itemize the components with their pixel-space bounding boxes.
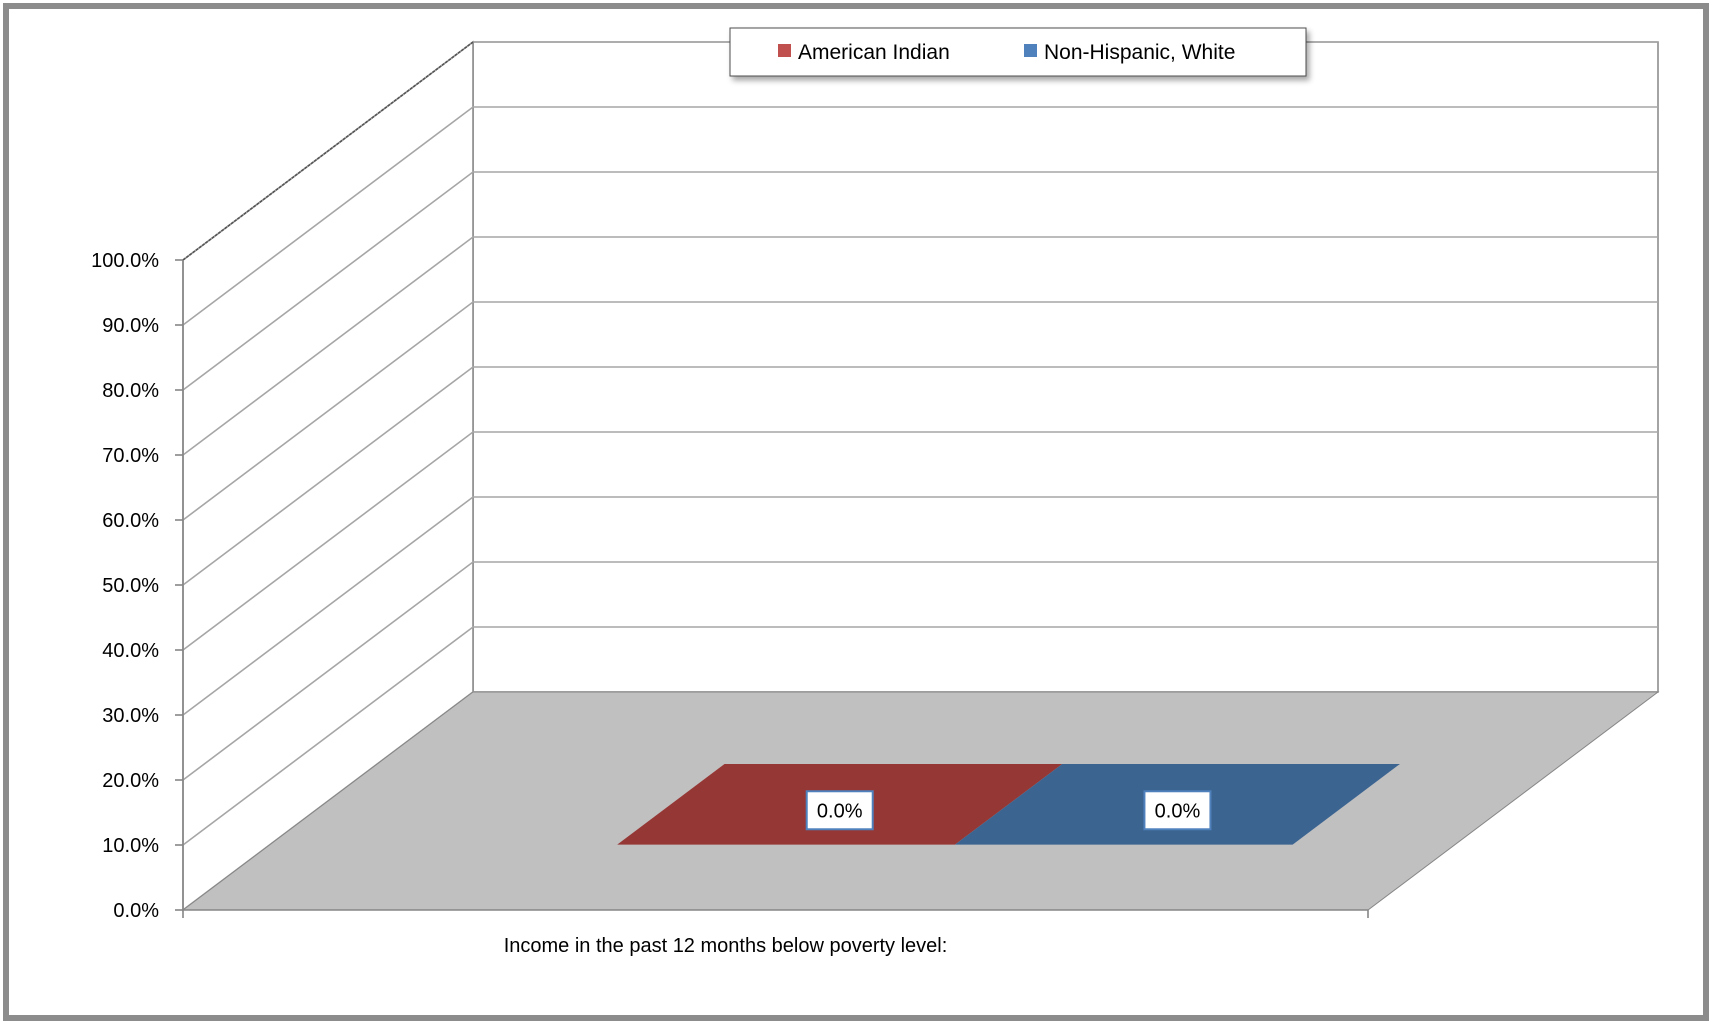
gridline xyxy=(182,171,1658,391)
data-label: 0.0% xyxy=(817,800,863,822)
legend-label: Non-Hispanic, White xyxy=(1044,41,1235,64)
gridline xyxy=(182,236,1658,456)
y-tick-label: 100.0% xyxy=(91,250,159,272)
gridline xyxy=(182,106,1658,326)
legend-label: American Indian xyxy=(798,41,950,64)
y-tick-label: 90.0% xyxy=(102,315,159,337)
y-tick-label: 70.0% xyxy=(102,445,159,467)
y-tick-label: 10.0% xyxy=(102,835,159,857)
gridline xyxy=(182,301,1658,521)
gridline xyxy=(182,366,1658,586)
y-tick-label: 80.0% xyxy=(102,380,159,402)
data-label-box xyxy=(805,790,874,831)
gridline xyxy=(182,496,1658,716)
y-axis: 0.0% 10.0% 20.0% 30.0% 40.0% 50.0% 60.0% 70.0% 8… xyxy=(91,250,184,922)
legend-swatch xyxy=(778,44,791,57)
y-tick-label: 0.0% xyxy=(113,900,159,922)
data-label-box xyxy=(1143,790,1212,831)
x-axis: Income in the past 12 months below pover… xyxy=(182,909,1369,957)
side-wall-top-edge xyxy=(182,41,474,261)
x-tick-label: Income in the past 12 months below pover… xyxy=(504,935,948,957)
y-tick-label: 60.0% xyxy=(102,510,159,532)
y-tick-label: 50.0% xyxy=(102,575,159,597)
bars: 0.0% 0.0% xyxy=(617,763,1400,845)
y-tick-label: 30.0% xyxy=(102,705,159,727)
legend-box xyxy=(729,27,1307,77)
gridline xyxy=(182,431,1658,651)
data-label: 0.0% xyxy=(1155,800,1201,822)
legend: American Indian Non-Hispanic, White xyxy=(729,27,1307,77)
y-tick-label: 20.0% xyxy=(102,770,159,792)
legend-swatch xyxy=(1024,44,1037,57)
gridline xyxy=(182,626,1658,846)
y-tick-label: 40.0% xyxy=(102,640,159,662)
gridline xyxy=(182,561,1658,781)
